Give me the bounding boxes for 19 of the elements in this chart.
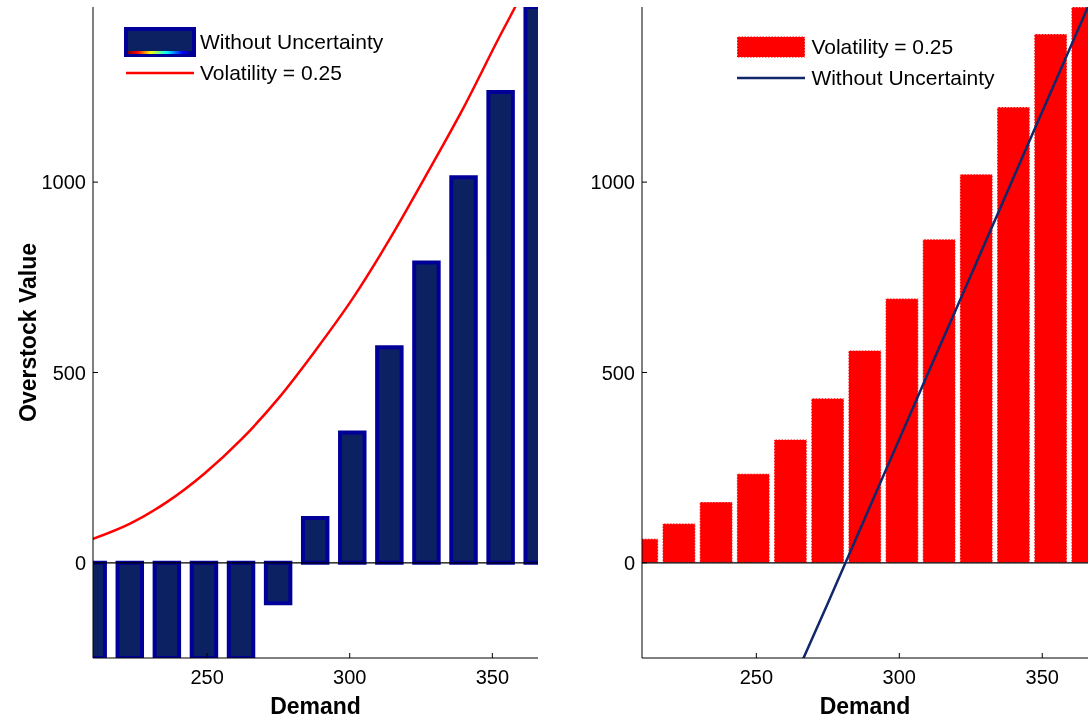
x-axis-title: Demand: [270, 693, 361, 719]
x-tick-label: 350: [1025, 666, 1059, 689]
y-tick-label: 0: [623, 551, 635, 574]
x-tick-label: 300: [882, 666, 916, 689]
y-tick-label: 0: [74, 551, 86, 574]
x-tick-label: 300: [333, 666, 367, 689]
x-tick-label: 250: [190, 666, 224, 689]
x-tick-label: 250: [739, 666, 774, 689]
y-tick-label: 500: [52, 361, 86, 384]
legend-label: Volatility = 0.25: [811, 34, 954, 58]
legend-label: Volatility = 0.25: [200, 60, 342, 84]
legend-label: Without Uncertainty: [811, 65, 995, 89]
y-tick-label: 1000: [41, 171, 86, 194]
y-axis-title: Overstock Value: [15, 243, 41, 422]
y-tick-label: 1000: [590, 171, 635, 194]
y-tick-label: 500: [601, 361, 635, 384]
legend-label: Without Uncertainty: [200, 29, 384, 53]
x-tick-label: 350: [475, 666, 510, 689]
x-axis-title: Demand: [819, 693, 911, 719]
